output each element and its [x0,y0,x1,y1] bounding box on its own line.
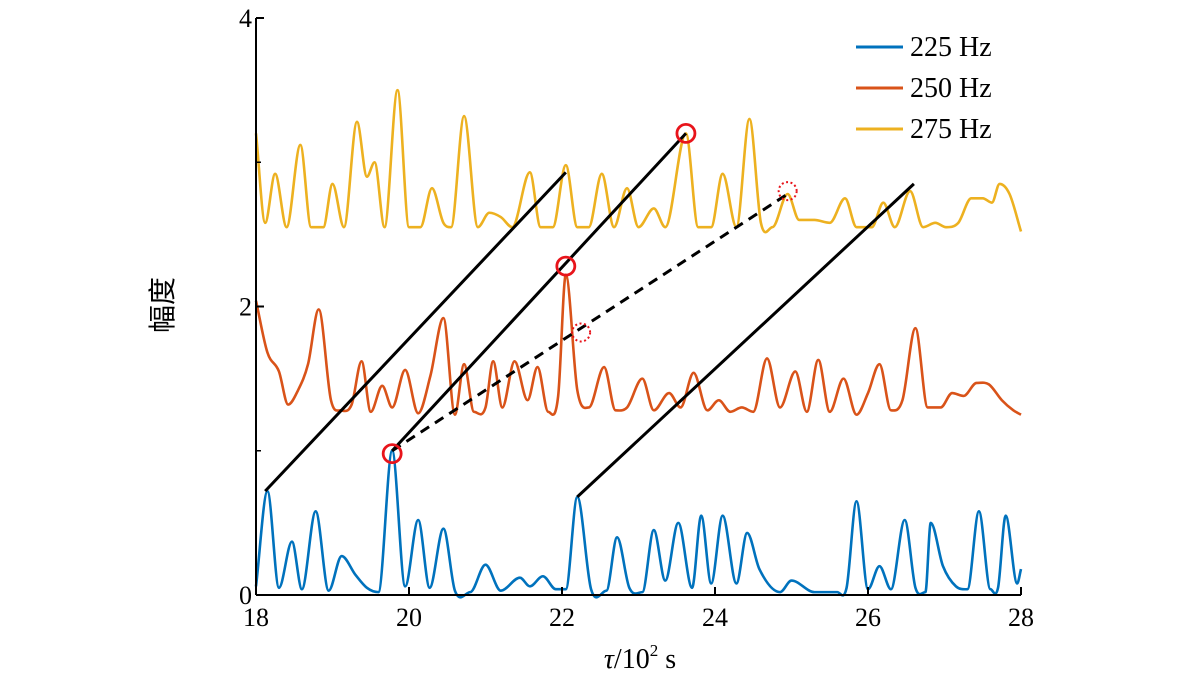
x-axis-label-unit: s [658,644,676,675]
y-tick-label: 0 [239,581,252,610]
peak-marker-circle [381,443,403,465]
series-line-225-hz [254,449,1023,599]
legend: 225 Hz 250 Hz 275 Hz [856,32,992,145]
axes: 18 20 22 24 26 28 024 [239,4,1034,632]
y-tick-label: 4 [239,4,252,33]
legend-label: 275 Hz [910,114,992,145]
x-tick-label: 24 [702,603,728,632]
legend-label: 250 Hz [910,73,992,104]
annotation-layer [264,122,915,499]
trend-line [391,132,688,452]
trend-line [264,171,567,493]
y-axis-label: 幅度 [147,277,179,333]
series-layer [254,88,1023,599]
dotted-marker-circle [571,322,592,343]
y-tick-label: 2 [239,293,252,322]
trend-line [576,182,915,499]
x-tick-label: 26 [855,603,881,632]
peak-marker-circle [555,255,577,277]
x-tick-label: 20 [396,603,422,632]
dashed-trend-line [391,192,789,453]
x-axis-label-symbol: τ [604,644,615,675]
plot-area [254,88,1023,599]
x-axis-label-prefix: /10 [614,644,650,675]
dotted-marker-circle [777,181,798,202]
x-axis-label-exponent: 2 [650,641,659,660]
x-tick-label: 28 [1008,603,1034,632]
series-line-275-hz [254,88,1023,234]
peak-marker-circle [675,122,697,144]
series-line-250-hz [254,273,1022,417]
x-tick-label: 22 [549,603,575,632]
x-tick-label: 18 [243,603,269,632]
legend-label: 225 Hz [910,32,992,63]
x-ticks: 18 20 22 24 26 28 [243,587,1034,632]
y-ticks: 0 2 4 [239,4,264,610]
x-axis-label: τ/102 s [604,641,676,675]
